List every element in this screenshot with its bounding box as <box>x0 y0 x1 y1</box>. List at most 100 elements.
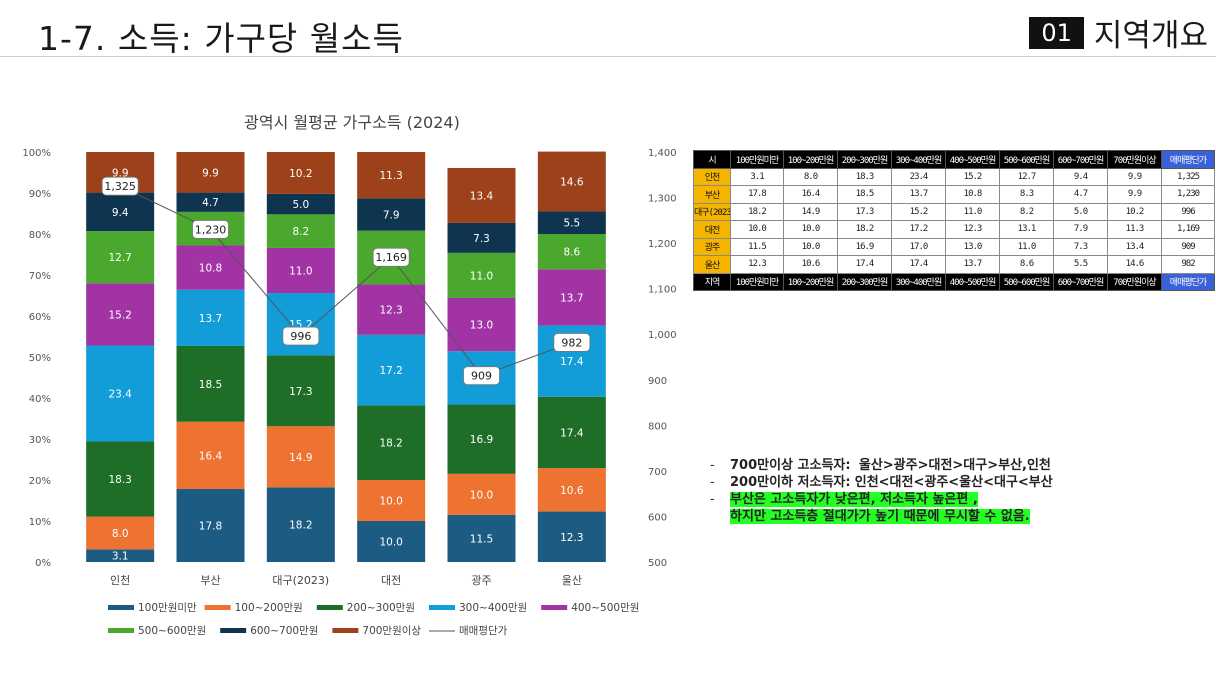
table-cell: 17.4 <box>891 255 946 274</box>
price-point-label: 1,325 <box>104 180 136 193</box>
table-cell: 4.7 <box>1053 185 1108 204</box>
table-cell: 12.3 <box>945 220 1000 239</box>
data-label: 8.0 <box>112 528 129 540</box>
price-point-box <box>192 220 229 239</box>
y-left-tick-label: 0% <box>35 558 51 569</box>
legend-swatch <box>108 605 134 610</box>
data-label: 11.0 <box>289 265 312 277</box>
table-header-row: 시 100만원미만 100~200만원 200~300만원 300~400만원 400~5… <box>693 150 1215 169</box>
data-label: 23.4 <box>108 388 132 400</box>
section-tag: 01 지역개요 <box>1029 10 1208 55</box>
table-cell: 600~700만원 <box>1053 272 1108 291</box>
table-region-cell: 인천 <box>693 167 731 186</box>
price-point-label: 1,230 <box>195 223 227 236</box>
data-label: 16.4 <box>199 450 223 462</box>
legend-swatch <box>108 628 134 633</box>
table-cell: 18.2 <box>837 220 892 239</box>
data-label: 11.0 <box>470 270 493 282</box>
table-cell: 16.9 <box>837 237 892 256</box>
bar-segment <box>537 151 606 212</box>
table-cell: 11.3 <box>1107 220 1162 239</box>
table-region-cell: 부산 <box>693 185 731 204</box>
table-cell: 500~600만원 <box>999 150 1054 169</box>
note-high-income-label: 700만이상 고소득자: <box>730 458 851 473</box>
table-cell: 1,230 <box>1161 185 1215 204</box>
note-low-income-text: 인천<대전<광주<울산<대구<부산 <box>854 475 1053 490</box>
table-row: 대구(2023 18.2 14.9 17.3 15.2 11.0 8.2 5.0 10.2 996 <box>693 202 1215 221</box>
legend-label: 600~700만원 <box>250 625 318 637</box>
data-label: 17.8 <box>199 521 222 533</box>
table-row: 인천 3.1 8.0 18.3 23.4 15.2 12.7 9.4 9.9 1,325 <box>693 167 1215 186</box>
data-label: 11.5 <box>470 533 493 545</box>
table-cell: 7.9 <box>1053 220 1108 239</box>
x-tick-label: 대전 <box>381 574 401 587</box>
table-cell: 982 <box>1161 255 1215 274</box>
table-cell: 15.2 <box>891 202 946 221</box>
y-right-tick-label: 1,200 <box>648 239 677 250</box>
table-cell: 8.3 <box>999 185 1054 204</box>
data-label: 8.2 <box>292 226 309 238</box>
table-cell: 17.3 <box>837 202 892 221</box>
data-label: 10.0 <box>379 496 402 508</box>
bar-segment <box>176 489 245 562</box>
table-cell: 13.0 <box>945 237 1000 256</box>
table-row: 대전 10.0 10.0 18.2 17.2 12.3 13.1 7.9 11.3 1,169 <box>693 220 1215 239</box>
table-cell: 700만원이상 <box>1107 272 1162 291</box>
data-label: 5.0 <box>292 199 309 211</box>
bar-segment <box>357 198 426 231</box>
y-right-tick-label: 600 <box>648 512 667 523</box>
table-cell: 700만원이상 <box>1107 150 1162 169</box>
legend-swatch <box>316 605 343 610</box>
x-tick-label: 광주 <box>471 574 491 587</box>
data-label: 14.9 <box>289 452 312 464</box>
note-busan: - 부산은 고소득자가 낮은편, 저소득자 높은편 , <box>710 492 978 507</box>
table-row: 광주 11.5 10.0 16.9 17.0 13.0 11.0 7.3 13.4 909 <box>693 237 1215 256</box>
page-title: 1-7. 소득: 가구당 월소득 <box>38 19 404 58</box>
y-left-tick-label: 40% <box>29 394 51 405</box>
table-cell: 909 <box>1161 237 1215 256</box>
table-cell: 600~700만원 <box>1053 150 1108 169</box>
data-label: 17.3 <box>289 386 312 398</box>
bar-segment <box>266 247 335 294</box>
bar-segment <box>86 345 155 442</box>
legend-label: 500~600만원 <box>138 625 206 637</box>
data-label: 13.7 <box>560 292 583 304</box>
table-cell: 13.7 <box>891 185 946 204</box>
legend-swatch <box>332 628 359 633</box>
y-left-tick-label: 60% <box>29 312 51 323</box>
x-tick-label: 부산 <box>200 574 220 587</box>
y-right-tick-label: 1,100 <box>648 285 677 296</box>
table-cell: 11.0 <box>999 237 1054 256</box>
table-row: 부산 17.8 16.4 18.5 13.7 10.8 8.3 4.7 9.9 1,230 <box>693 185 1215 204</box>
data-label: 14.6 <box>560 177 584 189</box>
data-label: 10.8 <box>199 263 222 275</box>
bar-segment <box>447 473 516 515</box>
bar-segment <box>537 468 606 512</box>
table-cell: 10.2 <box>1107 202 1162 221</box>
bar-segment <box>357 152 426 199</box>
y-left-tick-label: 100% <box>22 148 51 159</box>
table-header-row: 지역 100만원미만 100~200만원 200~300만원 300~400만원 400~… <box>693 272 1215 291</box>
price-point-box <box>553 333 591 352</box>
table-cell: 13.4 <box>1107 237 1162 256</box>
bar-segment <box>176 421 245 490</box>
section-number: 01 <box>1029 16 1084 49</box>
y-right-tick-label: 500 <box>648 558 667 569</box>
table-cell: 13.1 <box>999 220 1054 239</box>
table-cell: 15.2 <box>945 167 1000 186</box>
table-cell: 300~400만원 <box>891 272 946 291</box>
data-label: 10.6 <box>560 485 584 497</box>
data-label: 9.9 <box>112 167 129 179</box>
legend-label: 100~200만원 <box>235 602 303 614</box>
table-cell: 8.0 <box>783 167 838 186</box>
bar-segment <box>266 193 335 215</box>
bar-segment <box>176 289 245 346</box>
bar-segment <box>176 192 245 212</box>
table-cell: 매매평단가 <box>1161 272 1215 291</box>
bar-segment <box>86 441 155 517</box>
table-region-cell: 울산 <box>693 255 731 274</box>
table-cell: 18.2 <box>730 202 784 221</box>
bar-segment <box>447 167 516 223</box>
price-point-box <box>463 366 500 386</box>
table-cell: 12.7 <box>999 167 1054 186</box>
